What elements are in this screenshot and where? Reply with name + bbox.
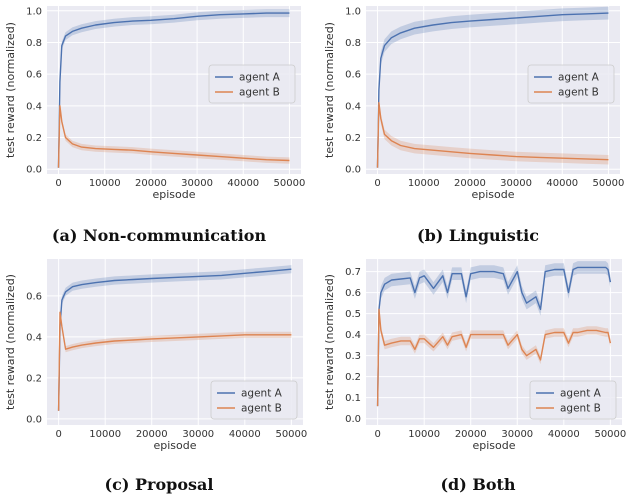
series-group [376, 6, 609, 174]
legend [208, 64, 296, 104]
y-tick-label: 0.4 [26, 332, 42, 343]
y-tick-label: 0.2 [345, 133, 361, 144]
caption-d: (d) Both [440, 475, 516, 494]
chart-c: 0 10000 20000 30000 40000 50000 0.0 0.2 0.4 0.6 ep… [4, 259, 307, 452]
legend-label: agent A [239, 72, 281, 84]
y-tick-label: 0.1 [345, 393, 361, 404]
legend-label: agent B [560, 403, 601, 415]
x-tick-label: 20000 [136, 429, 168, 440]
x-axis-label: episode [471, 188, 514, 201]
chart-panel-a: 0 10000 20000 30000 40000 50000 0.0 0.2 0.4 0.6 0.… [0, 0, 318, 249]
line-agent-b [376, 308, 612, 407]
y-tick-label: 0.6 [26, 291, 42, 302]
line-agent-b [57, 105, 290, 168]
x-tick-label: 10000 [408, 429, 440, 440]
y-tick-label: 0.0 [345, 414, 361, 425]
band-agent-a [377, 261, 611, 413]
chart-panel-b: 0 10000 20000 30000 40000 50000 0.0 0.2 0.4 0.6 0.… [319, 0, 637, 249]
x-axis-label: episode [152, 188, 195, 201]
y-tick-label: 0.3 [345, 351, 361, 362]
x-axis-label: episode [472, 439, 515, 452]
x-tick-label: 20000 [454, 178, 486, 189]
line-agent-a [376, 266, 612, 407]
x-axis-label: episode [153, 439, 196, 452]
x-tick-label: 10000 [408, 178, 440, 189]
y-axis-label: test reward (normalized) [4, 22, 17, 158]
chart-panel-d: 0 10000 20000 30000 40000 50000 0.0 0.1 0.2 0.3 0.… [319, 249, 637, 498]
y-tick-label: 0.0 [345, 165, 361, 176]
line-agent-a [57, 12, 290, 168]
x-tick-label: 0 [55, 429, 61, 440]
legend-label: agent A [558, 72, 600, 84]
x-tick-label: 0 [374, 429, 380, 440]
legend-label: agent B [241, 403, 282, 415]
band-agent-b [377, 305, 611, 411]
legend [210, 380, 298, 420]
series-group [57, 9, 290, 172]
line-agent-a [57, 268, 292, 411]
y-tick-label: 0.0 [26, 414, 42, 425]
x-tick-label: 50000 [593, 178, 625, 189]
x-tick-label: 10000 [89, 178, 121, 189]
x-tick-label: 40000 [546, 178, 578, 189]
x-tick-label: 30000 [181, 178, 213, 189]
line-agent-b [57, 311, 292, 411]
series-group [376, 261, 612, 413]
x-tick-label: 40000 [548, 429, 580, 440]
chart-d: 0 10000 20000 30000 40000 50000 0.0 0.1 0.2 0.3 0.… [323, 259, 626, 452]
x-tick-label: 0 [55, 178, 61, 189]
x-tick-label: 20000 [455, 429, 487, 440]
legend [529, 380, 617, 420]
y-tick-label: 0.2 [345, 372, 361, 383]
y-axis-label: test reward (normalized) [323, 22, 336, 158]
line-agent-a [376, 12, 609, 168]
x-tick-label: 30000 [500, 178, 532, 189]
x-tick-label: 40000 [229, 429, 261, 440]
caption-a: (a) Non-communication [51, 226, 267, 245]
y-axis-label: test reward (normalized) [4, 274, 17, 410]
y-tick-label: 1.0 [345, 6, 361, 17]
chart-b: 0 10000 20000 30000 40000 50000 0.0 0.2 0.4 0.6 0.… [323, 6, 625, 201]
y-axis-label: test reward (normalized) [323, 274, 336, 410]
y-tick-label: 0.5 [345, 309, 361, 320]
legend-label: agent A [241, 388, 283, 400]
caption-b: (b) Linguistic [417, 226, 539, 245]
legend-label: agent B [558, 87, 599, 99]
y-tick-label: 0.6 [26, 70, 42, 81]
y-tick-label: 0.0 [26, 165, 42, 176]
y-tick-label: 0.4 [345, 330, 361, 341]
y-tick-label: 1.0 [26, 6, 42, 17]
chart-a: 0 10000 20000 30000 40000 50000 0.0 0.2 0.4 0.6 0.… [4, 6, 306, 201]
x-tick-label: 40000 [227, 178, 259, 189]
y-tick-label: 0.6 [345, 70, 361, 81]
y-tick-label: 0.4 [26, 101, 42, 112]
y-tick-label: 0.8 [26, 38, 42, 49]
x-tick-label: 30000 [501, 429, 533, 440]
y-tick-label: 0.7 [345, 267, 361, 278]
y-tick-label: 0.4 [345, 101, 361, 112]
x-tick-label: 0 [374, 178, 380, 189]
y-tick-label: 0.2 [26, 133, 42, 144]
legend [527, 64, 615, 104]
x-tick-label: 50000 [274, 178, 306, 189]
x-tick-label: 30000 [182, 429, 214, 440]
band-agent-a [58, 9, 290, 172]
x-tick-label: 20000 [135, 178, 167, 189]
x-tick-label: 50000 [275, 429, 307, 440]
line-agent-b [376, 101, 609, 168]
y-tick-label: 0.2 [26, 373, 42, 384]
x-tick-label: 50000 [594, 429, 626, 440]
y-tick-label: 0.6 [345, 288, 361, 299]
band-agent-b [377, 97, 609, 173]
legend-label: agent A [560, 388, 602, 400]
y-tick-label: 0.8 [345, 38, 361, 49]
legend-label: agent B [239, 87, 280, 99]
chart-panel-c: 0 10000 20000 30000 40000 50000 0.0 0.2 0.4 0.6 ep… [0, 249, 318, 498]
series-group [57, 265, 292, 415]
caption-c: (c) Proposal [104, 475, 214, 494]
x-tick-label: 10000 [89, 429, 121, 440]
